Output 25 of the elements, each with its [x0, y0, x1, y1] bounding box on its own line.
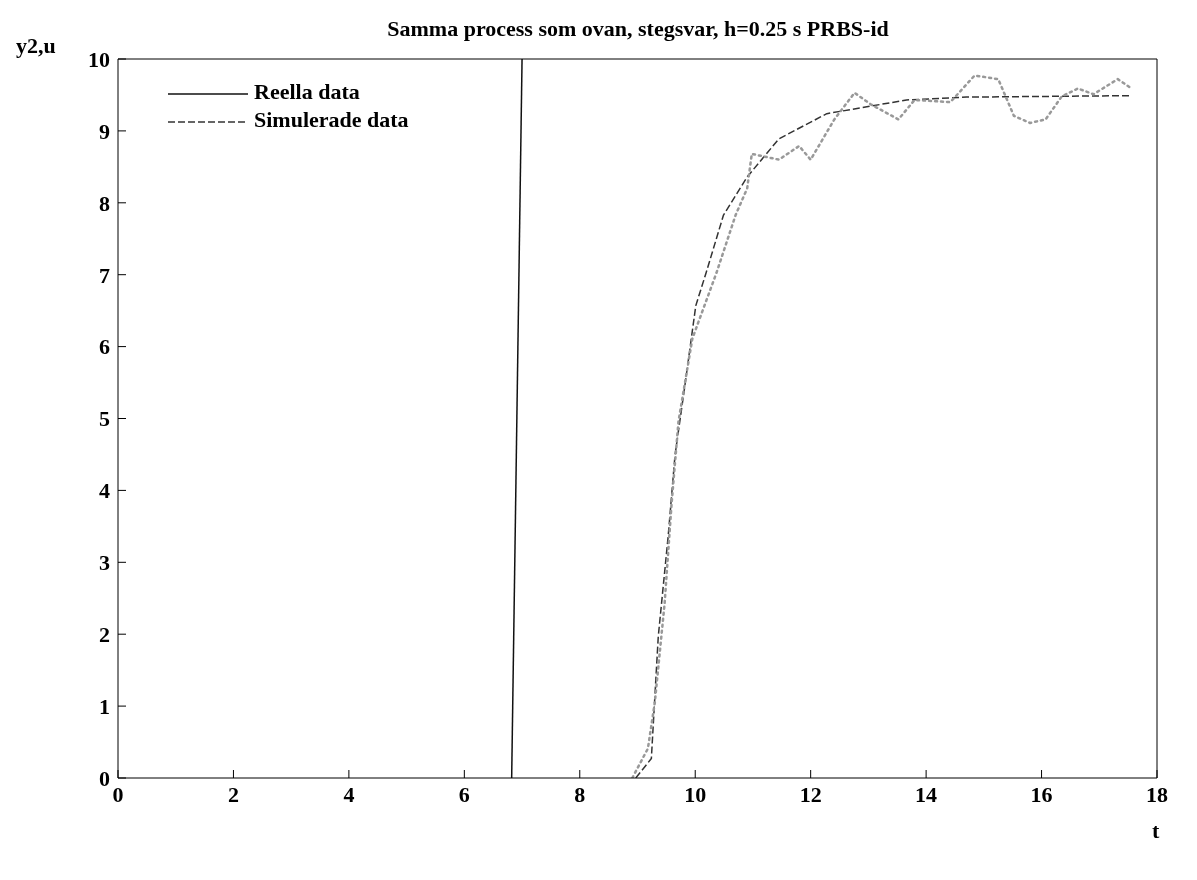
x-tick-label: 6: [458, 781, 470, 807]
y-tick-label: 8: [99, 190, 110, 216]
legend-label: Simulerade data: [254, 107, 409, 133]
y-tick-label: 10: [88, 46, 110, 72]
y-tick-label: 3: [99, 550, 110, 576]
chart-title: Samma process som ovan, stegsvar, h=0.25 s PRBS-id: [386, 16, 890, 42]
x-tick-label: 16: [1030, 781, 1053, 807]
y-tick-label: 0: [99, 765, 110, 791]
y-tick-label: 9: [99, 118, 110, 144]
x-tick-label: 4: [343, 781, 355, 807]
x-tick-label: 12: [799, 781, 822, 807]
x-tick-label: 18: [1146, 781, 1168, 807]
x-axis-title: t: [1152, 818, 1160, 844]
x-tick-label: 2: [227, 781, 239, 807]
x-tick-label: 10: [684, 781, 707, 807]
y-tick-label: 4: [99, 478, 110, 504]
x-tick-label: 14: [915, 781, 938, 807]
y-axis-title: y2,u: [16, 33, 56, 59]
y-tick-label: 1: [99, 693, 110, 719]
y-tick-label: 7: [99, 262, 110, 288]
y-tick-label: 6: [99, 334, 110, 360]
y-tick-label: 5: [99, 406, 110, 432]
legend-label: Reella data: [254, 79, 360, 105]
x-tick-label: 8: [574, 781, 586, 807]
y-tick-label: 2: [99, 622, 110, 648]
